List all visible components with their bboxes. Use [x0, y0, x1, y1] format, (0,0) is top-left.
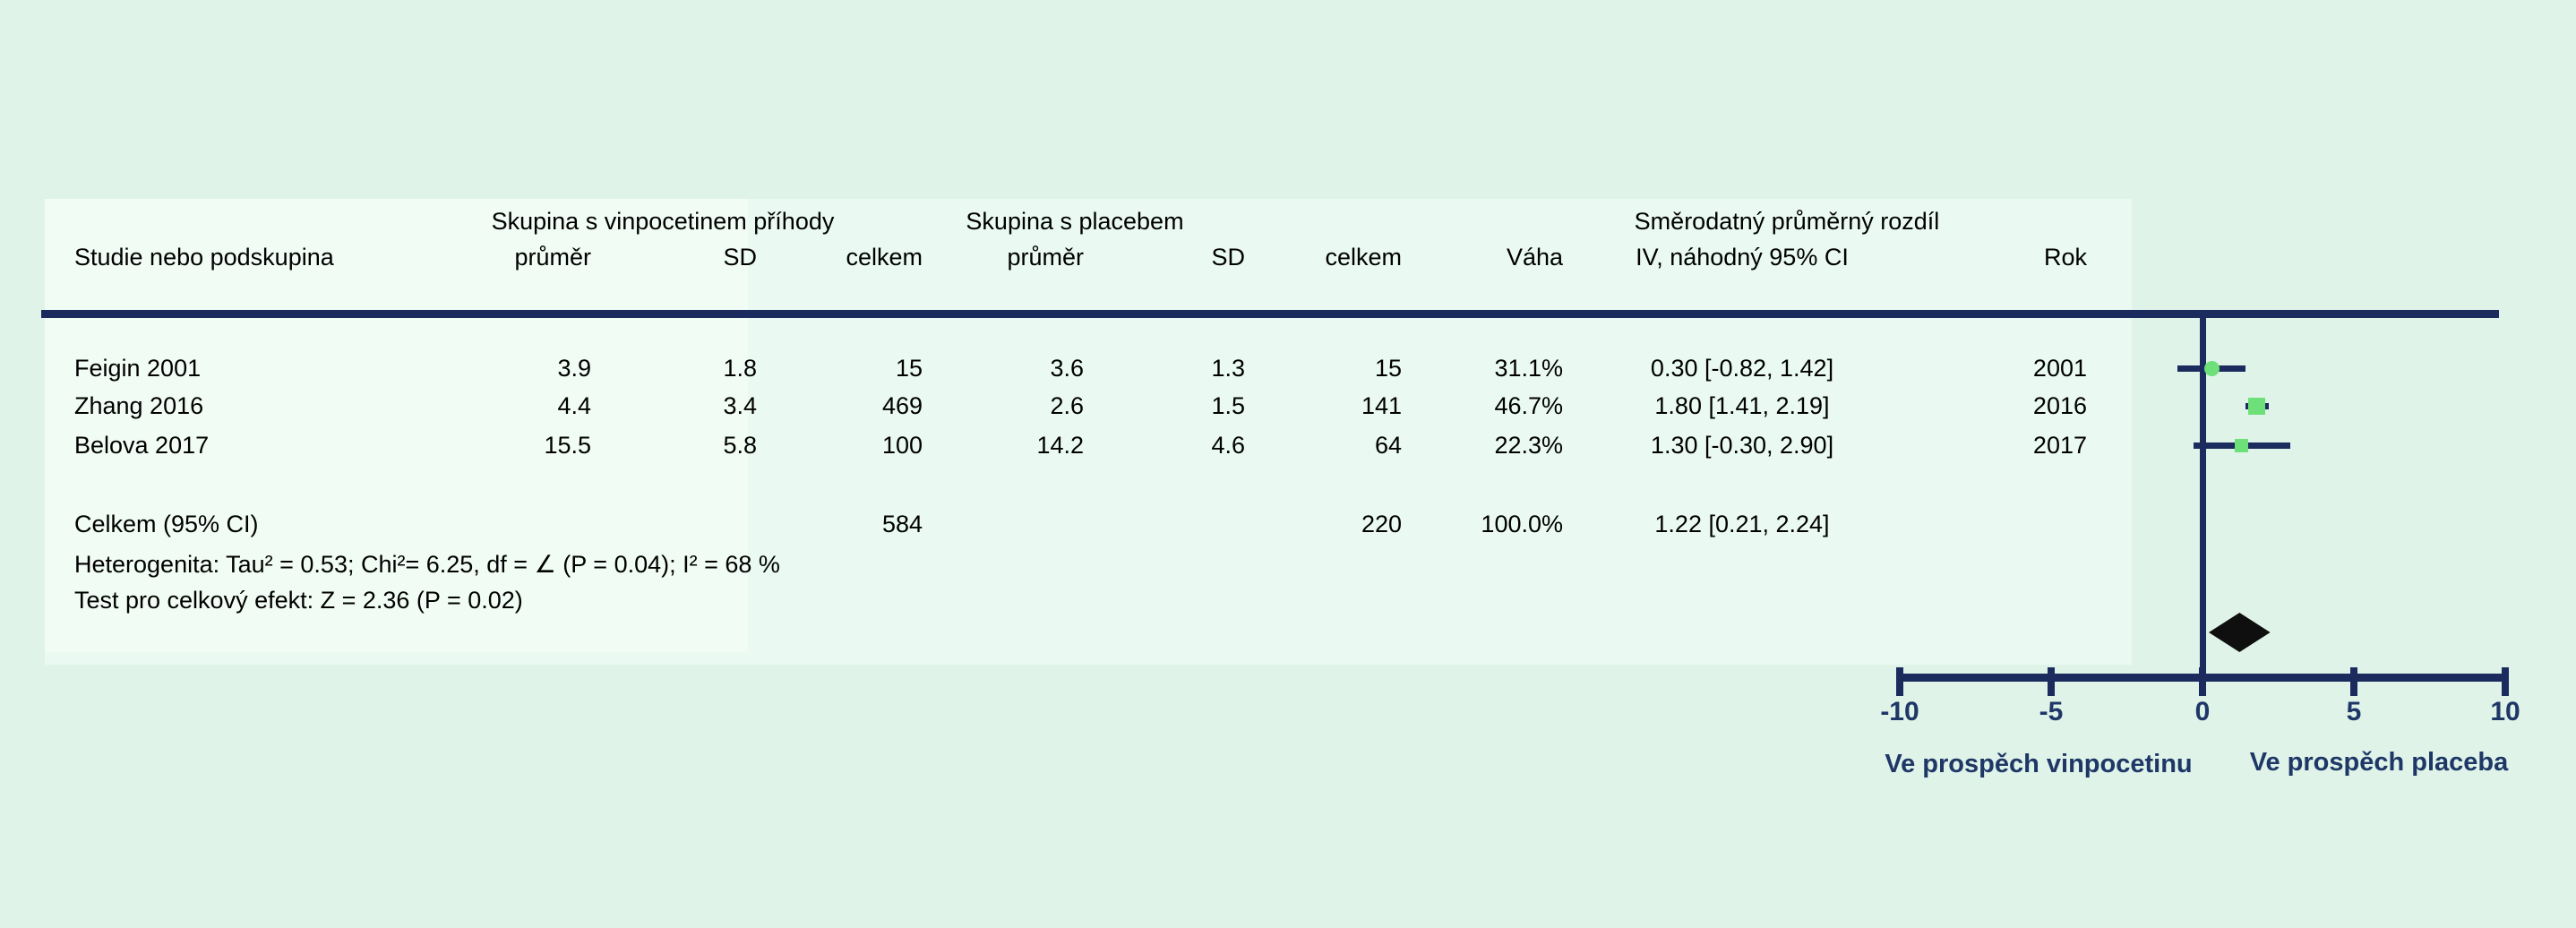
cell-sd-vinpocetine: 5.8: [723, 432, 757, 459]
cell-total-placebo: 15: [1374, 355, 1402, 382]
effect-marker: [2248, 397, 2266, 415]
col-header-total-vinpocetine: celkem: [846, 244, 923, 271]
cell-total-vinpocetine: 15: [895, 355, 923, 382]
x-axis-tick-label: 5: [2346, 697, 2362, 726]
col-header-sd-vinpocetine: SD: [723, 244, 757, 271]
x-axis-tick-label: -10: [1880, 697, 1919, 726]
total-n-placebo: 220: [1361, 511, 1402, 537]
x-axis-tick: [2502, 667, 2509, 696]
col-header-mean-placebo: průměr: [1007, 244, 1084, 271]
cell-mean-vinpocetine: 15.5: [544, 432, 591, 459]
study-name: Zhang 2016: [74, 392, 204, 419]
cell-weight: 22.3%: [1494, 432, 1563, 459]
cell-total-vinpocetine: 469: [881, 392, 923, 419]
header-divider-line: [41, 310, 2499, 318]
col-header-weight: Váha: [1506, 244, 1563, 271]
cell-total-vinpocetine: 100: [881, 432, 923, 459]
zero-line: [2200, 314, 2206, 685]
cell-ci: 1.80 [1.41, 2.19]: [1654, 392, 1830, 419]
col-header-study: Studie nebo podskupina: [74, 244, 334, 271]
x-axis-tick-label: 0: [2194, 697, 2211, 726]
col-header-sd-placebo: SD: [1211, 244, 1245, 271]
total-diamond: [2209, 613, 2271, 652]
cell-ci: 0.30 [-0.82, 1.42]: [1650, 355, 1834, 382]
effect-marker: [2235, 438, 2249, 452]
col-header-total-placebo: celkem: [1325, 244, 1402, 271]
effect-marker: [2203, 360, 2220, 376]
cell-year: 2001: [2032, 355, 2087, 382]
table-background-panel-left: [45, 199, 748, 652]
study-name: Belova 2017: [74, 432, 210, 459]
col-header-year: Rok: [2043, 244, 2087, 271]
cell-sd-vinpocetine: 3.4: [723, 392, 757, 419]
overall-effect-note: Test pro celkový efekt: Z = 2.36 (P = 0.…: [74, 587, 523, 614]
cell-mean-placebo: 3.6: [1050, 355, 1084, 382]
cell-mean-placebo: 14.2: [1036, 432, 1084, 459]
cell-sd-placebo: 1.5: [1211, 392, 1245, 419]
cell-weight: 31.1%: [1494, 355, 1563, 382]
group-header-placebo: Skupina s placebem: [966, 208, 1184, 235]
x-axis-tick: [2048, 667, 2055, 696]
col-header-ci: IV, náhodný 95% CI: [1636, 244, 1849, 271]
total-n-vinpocetine: 584: [881, 511, 923, 537]
total-ci: 1.22 [0.21, 2.24]: [1654, 511, 1830, 537]
heterogeneity-note: Heterogenita: Tau² = 0.53; Chi²= 6.25, d…: [74, 551, 780, 578]
axis-label-favors-vinpocetine: Ve prospěch vinpocetinu: [1885, 750, 2193, 778]
cell-mean-vinpocetine: 3.9: [557, 355, 591, 382]
cell-sd-vinpocetine: 1.8: [723, 355, 757, 382]
x-axis-tick: [2350, 667, 2357, 696]
cell-sd-placebo: 4.6: [1211, 432, 1245, 459]
axis-label-favors-placebo: Ve prospěch placeba: [2249, 748, 2509, 777]
cell-ci: 1.30 [-0.30, 2.90]: [1650, 432, 1834, 459]
x-axis-tick-label: 10: [2490, 697, 2520, 726]
cell-sd-placebo: 1.3: [1211, 355, 1245, 382]
cell-mean-placebo: 2.6: [1050, 392, 1084, 419]
total-weight: 100.0%: [1481, 511, 1563, 537]
x-axis-tick: [1896, 667, 1903, 696]
col-header-mean-vinpocetine: průměr: [514, 244, 591, 271]
study-name: Feigin 2001: [74, 355, 202, 382]
x-axis-tick: [2199, 667, 2206, 696]
cell-mean-vinpocetine: 4.4: [557, 392, 591, 419]
x-axis-tick-label: -5: [2039, 697, 2064, 726]
cell-total-placebo: 141: [1361, 392, 1402, 419]
group-header-vinpocetine: Skupina s vinpocetinem příhody: [491, 208, 835, 235]
group-header-effect: Směrodatný průměrný rozdíl: [1634, 208, 1940, 235]
total-label: Celkem (95% CI): [74, 511, 259, 537]
cell-weight: 46.7%: [1494, 392, 1563, 419]
cell-total-placebo: 64: [1374, 432, 1402, 459]
cell-year: 2017: [2032, 432, 2087, 459]
cell-year: 2016: [2032, 392, 2087, 419]
